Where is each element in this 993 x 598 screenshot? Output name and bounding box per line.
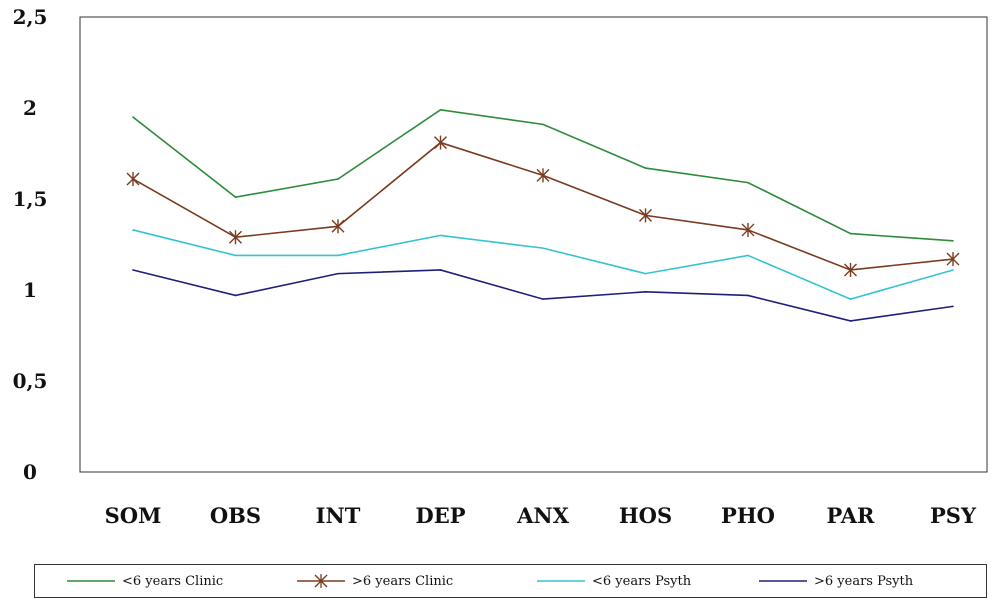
legend-label: >6 years Clinic bbox=[352, 573, 454, 589]
legend-item-gt6-clinic: >6 years Clinic bbox=[295, 565, 453, 597]
data-point bbox=[439, 234, 442, 237]
data-point-asterisk bbox=[536, 168, 550, 183]
legend-item-lt6-psyth: <6 years Psyth bbox=[535, 565, 691, 597]
data-point bbox=[337, 272, 339, 275]
data-point bbox=[952, 269, 954, 271]
data-point bbox=[337, 254, 339, 257]
y-axis-ticks: 0 0,5 1 1,5 2 2,5 bbox=[13, 5, 48, 484]
y-tick-label: 0 bbox=[23, 460, 37, 484]
legend-swatch bbox=[297, 574, 345, 588]
legend-swatch bbox=[67, 580, 115, 582]
data-point-asterisk bbox=[844, 262, 857, 277]
legend-swatch bbox=[537, 580, 585, 582]
data-point bbox=[952, 305, 954, 308]
data-point bbox=[952, 240, 954, 242]
data-point bbox=[542, 298, 544, 300]
legend: <6 years Clinic >6 years Clinic <6 years… bbox=[34, 564, 987, 598]
x-tick-label: SOM bbox=[105, 503, 162, 528]
data-point bbox=[747, 254, 749, 257]
series-group bbox=[126, 108, 960, 322]
data-point bbox=[849, 232, 852, 235]
data-point-asterisk bbox=[946, 252, 960, 267]
legend-item-lt6-clinic: <6 years Clinic bbox=[65, 565, 223, 597]
x-tick-label: PSY bbox=[930, 503, 977, 528]
y-tick-label: 2 bbox=[23, 96, 37, 120]
data-point-asterisk bbox=[639, 208, 652, 223]
x-tick-label: OBS bbox=[210, 503, 261, 528]
data-point bbox=[747, 181, 749, 184]
legend-swatch bbox=[759, 580, 807, 582]
y-tick-label: 1,5 bbox=[13, 187, 48, 211]
data-point-asterisk bbox=[741, 222, 755, 237]
data-point bbox=[132, 229, 134, 231]
x-tick-label: PHO bbox=[721, 503, 775, 528]
y-tick-label: 1 bbox=[23, 278, 37, 302]
x-axis-ticks: SOM OBS INT DEP ANX HOS PHO PAR PSY bbox=[105, 503, 977, 528]
data-point bbox=[234, 294, 237, 297]
data-point bbox=[644, 291, 647, 293]
y-tick-label: 2,5 bbox=[13, 5, 48, 29]
data-point bbox=[234, 196, 237, 198]
asterisk-marker-icon bbox=[314, 574, 328, 588]
series-line bbox=[132, 269, 954, 322]
data-point-asterisk bbox=[126, 171, 140, 186]
data-point bbox=[132, 269, 134, 271]
data-point bbox=[234, 254, 237, 257]
y-tick-label: 0,5 bbox=[13, 369, 48, 393]
data-point bbox=[337, 178, 339, 180]
legend-label: <6 years Psyth bbox=[592, 573, 692, 589]
data-point-asterisk bbox=[331, 219, 345, 234]
data-point bbox=[849, 320, 852, 322]
legend-label: <6 years Clinic bbox=[122, 573, 224, 589]
plot-area-frame bbox=[79, 16, 988, 473]
data-point bbox=[644, 272, 647, 275]
legend-label: >6 years Psyth bbox=[814, 573, 914, 589]
data-point-asterisk bbox=[434, 135, 447, 150]
series-line bbox=[132, 229, 954, 300]
series-line bbox=[132, 141, 954, 271]
line-chart: 0 0,5 1 1,5 2 2,5 SOM OBS INT DEP ANX HOS PHO PAR PSY bbox=[13, 5, 988, 528]
data-point bbox=[542, 247, 544, 249]
data-point bbox=[747, 294, 749, 297]
x-tick-label: ANX bbox=[516, 503, 569, 528]
x-tick-label: HOS bbox=[619, 503, 672, 528]
data-point bbox=[849, 298, 852, 300]
x-tick-label: INT bbox=[316, 503, 361, 528]
data-point bbox=[132, 116, 134, 118]
data-point bbox=[439, 269, 442, 271]
legend-item-gt6-psyth: >6 years Psyth bbox=[757, 565, 913, 597]
data-point bbox=[542, 123, 544, 126]
x-tick-label: DEP bbox=[415, 503, 465, 528]
data-point-asterisk bbox=[229, 230, 242, 245]
x-tick-label: PAR bbox=[826, 503, 875, 528]
data-point bbox=[644, 167, 647, 169]
data-point bbox=[439, 109, 442, 111]
